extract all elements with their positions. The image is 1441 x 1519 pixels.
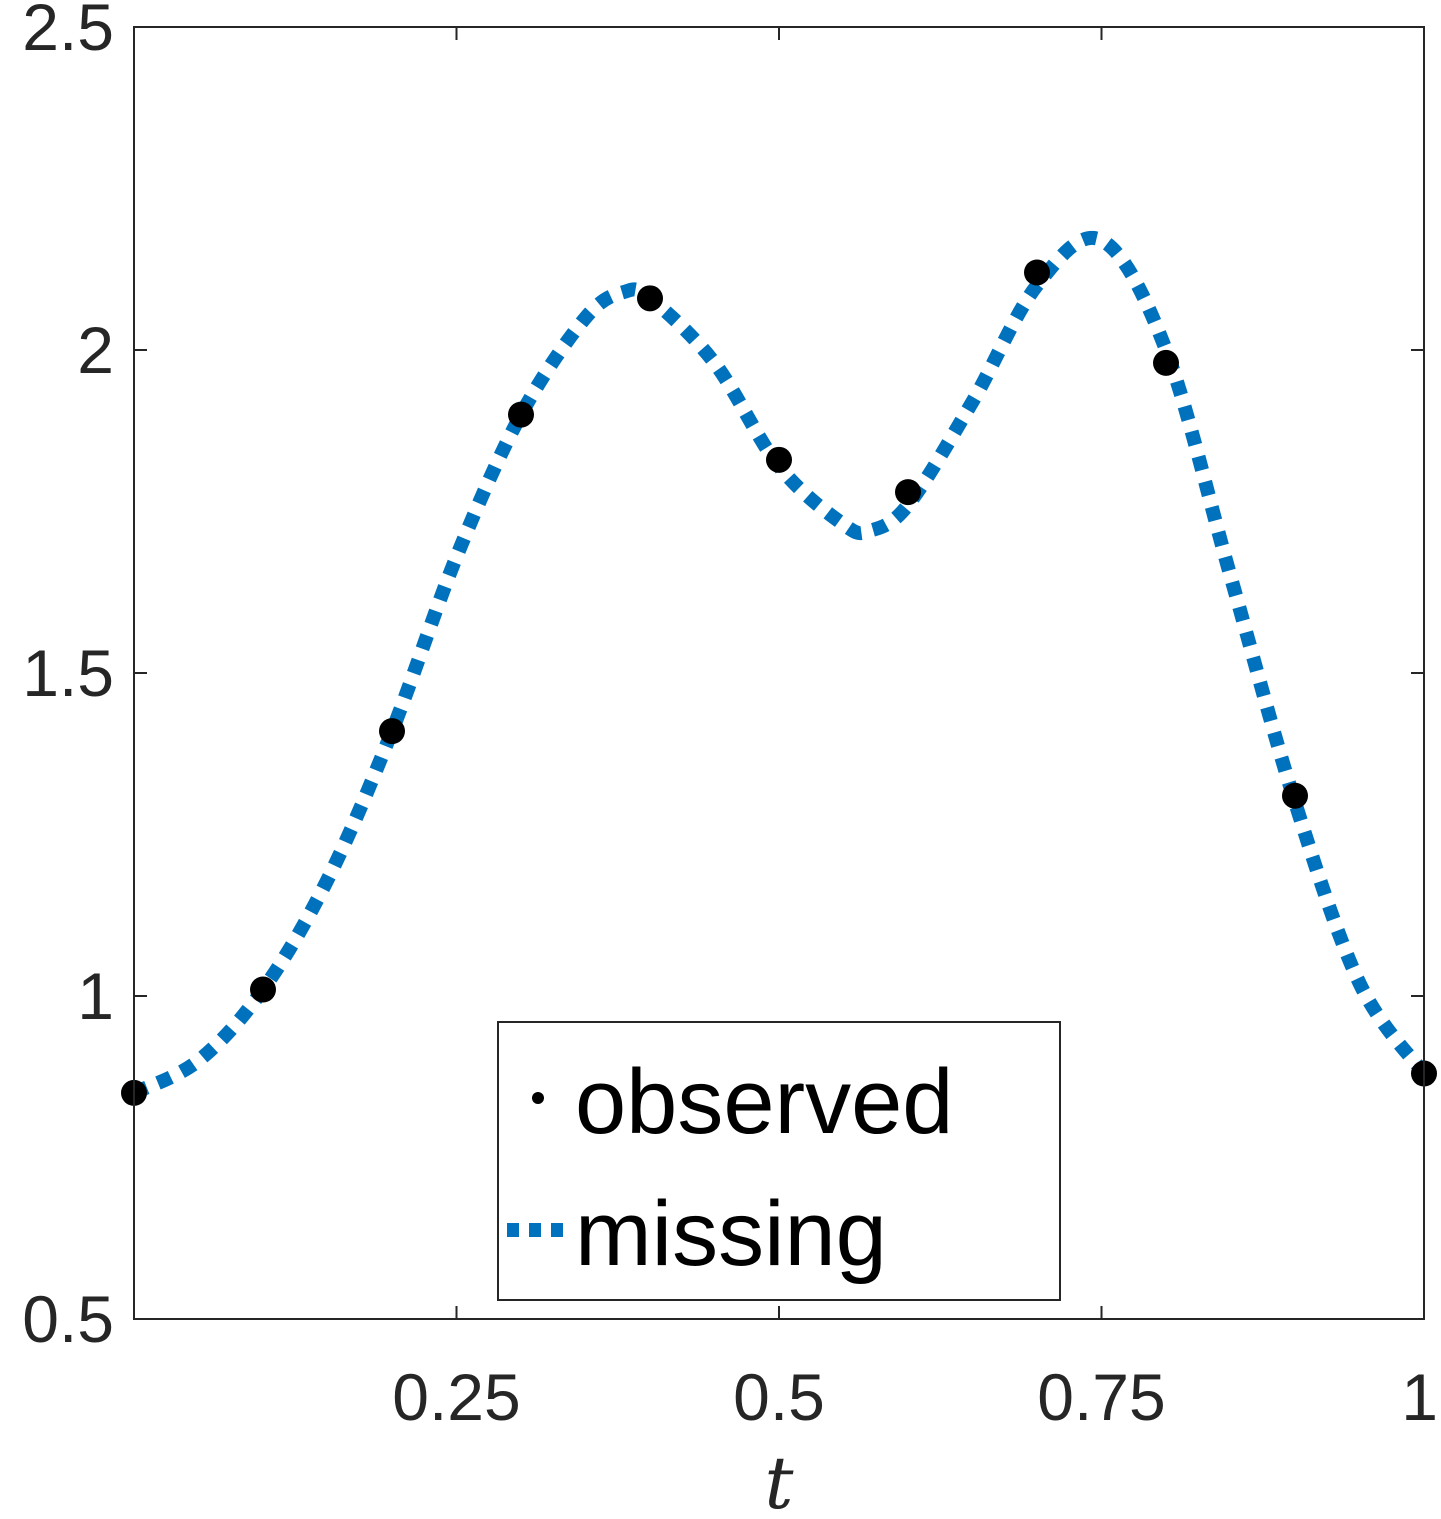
observed-point — [1024, 259, 1050, 286]
y-tick-label: 1.5 — [22, 636, 114, 710]
x-tick-label: 1 — [1401, 1360, 1438, 1434]
y-tick-labels: 0.5 1 1.5 2 2.5 — [22, 0, 114, 1356]
observed-point — [250, 976, 276, 1003]
observed-point — [637, 285, 663, 312]
y-tick-label: 2.5 — [22, 0, 114, 64]
legend-missing-label: missing — [575, 1183, 887, 1285]
x-tick-label: 0.25 — [392, 1360, 520, 1434]
plot-frame — [133, 26, 1425, 1320]
legend-box — [497, 1021, 1061, 1301]
legend-observed-label: observed — [575, 1051, 953, 1153]
x-tick-label: 0.5 — [733, 1360, 825, 1434]
observed-point — [895, 479, 921, 506]
observed-point — [1153, 349, 1179, 376]
x-axis-title: t — [765, 1441, 795, 1519]
observed-point — [508, 401, 534, 428]
missing-series-line — [130, 231, 1430, 1100]
observed-point — [1282, 782, 1308, 809]
legend: observed missing — [497, 1021, 1061, 1301]
y-tick-label: 1 — [77, 959, 114, 1033]
y-tick-label: 2 — [77, 313, 114, 387]
observed-point — [379, 718, 405, 745]
y-tick-label: 0.5 — [22, 1282, 114, 1356]
legend-observed-marker — [532, 1092, 544, 1104]
observed-point — [766, 446, 792, 473]
x-tick-label: 0.75 — [1037, 1360, 1165, 1434]
x-tick-labels: 0.25 0.5 0.75 1 — [392, 1360, 1438, 1434]
